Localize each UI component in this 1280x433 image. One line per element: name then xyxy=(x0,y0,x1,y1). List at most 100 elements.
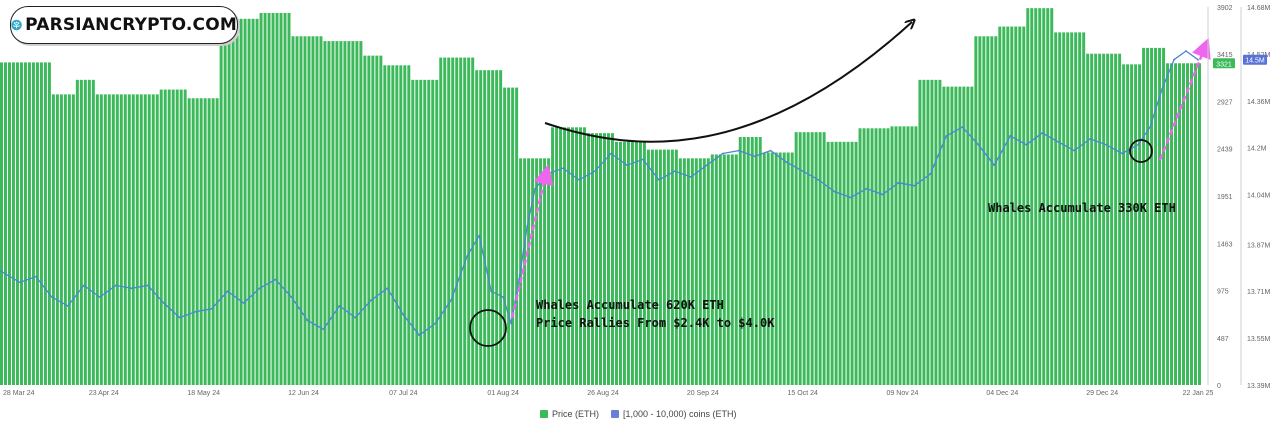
price-bar xyxy=(139,94,143,385)
price-bar xyxy=(962,86,966,385)
price-bar xyxy=(698,158,702,385)
price-bar xyxy=(379,55,383,385)
price-bar xyxy=(1082,32,1086,385)
price-bar xyxy=(79,79,83,385)
price-bar xyxy=(934,79,938,385)
price-bar xyxy=(527,158,531,385)
holdings-point xyxy=(83,284,85,287)
price-bar xyxy=(858,128,862,386)
price-bar xyxy=(1086,53,1090,385)
price-bar xyxy=(922,79,926,385)
holdings-point xyxy=(242,302,245,304)
price-bar xyxy=(391,65,395,385)
price-bar xyxy=(854,141,858,385)
price-bar xyxy=(179,89,183,385)
price-bar xyxy=(0,62,3,385)
price-bar xyxy=(263,13,267,385)
price-bar xyxy=(31,62,35,385)
price-bar xyxy=(1034,8,1038,385)
price-bar xyxy=(383,65,387,385)
accumulation-circle-2 xyxy=(1129,139,1153,163)
price-bar xyxy=(1094,53,1098,385)
price-bar xyxy=(107,94,111,385)
y-right-tick-label: 14.36M xyxy=(1247,99,1271,106)
holdings-point xyxy=(865,187,868,190)
price-bar xyxy=(547,158,551,385)
legend-item-holdings[interactable]: [1,000 - 10,000) coins (ETH) xyxy=(611,409,737,419)
price-bar xyxy=(543,158,547,385)
price-bar xyxy=(954,86,958,385)
price-bar xyxy=(1162,47,1166,385)
holdings-point xyxy=(322,328,325,331)
holdings-point xyxy=(354,316,357,319)
price-bar xyxy=(207,98,211,385)
price-bar xyxy=(355,41,359,385)
price-bar xyxy=(1194,63,1197,385)
price-bar xyxy=(1150,47,1154,385)
price-bar xyxy=(11,62,15,385)
axes: 0 487 975 1463 1951 2439 2927 3415 3902 13.39M 13.… xyxy=(3,5,1271,397)
y-right-tick-label: 13.87M xyxy=(1247,242,1271,249)
x-tick-label: 15 Oct 24 xyxy=(788,390,818,397)
price-bar xyxy=(155,94,159,385)
price-bar xyxy=(746,137,750,385)
y-left-tick-label: 0 xyxy=(1217,383,1221,390)
holdings-badge-label: 14.5M xyxy=(1245,58,1265,65)
price-bar xyxy=(950,86,954,385)
price-bar xyxy=(319,36,323,385)
price-bar xyxy=(295,36,299,385)
price-bar xyxy=(1074,32,1078,385)
price-bar xyxy=(407,65,411,385)
price-bar xyxy=(423,79,427,385)
price-bar xyxy=(23,62,27,385)
holdings-point xyxy=(817,179,820,181)
price-bar xyxy=(535,158,539,385)
price-bar xyxy=(231,18,235,385)
price-bar xyxy=(443,57,447,385)
price-bar xyxy=(850,141,854,385)
price-bar xyxy=(1190,63,1193,385)
price-badge xyxy=(1213,58,1235,69)
price-bar xyxy=(942,86,946,385)
y-left-tick-label: 1951 xyxy=(1217,194,1233,201)
y-right-tick-label: 14.68M xyxy=(1247,5,1271,12)
price-bar xyxy=(1186,63,1189,385)
price-bar xyxy=(47,62,51,385)
price-bar xyxy=(475,70,479,385)
legend-item-price[interactable]: Price (ETH) xyxy=(540,409,599,419)
price-bar xyxy=(982,36,986,385)
price-bar xyxy=(427,79,431,385)
price-bar xyxy=(143,94,147,385)
price-bar xyxy=(1154,47,1158,385)
price-bar xyxy=(926,79,930,385)
price-bar xyxy=(19,62,23,385)
price-bar xyxy=(838,141,842,385)
price-bar xyxy=(798,132,802,385)
price-bar xyxy=(1070,32,1074,385)
holdings-point xyxy=(1057,140,1060,143)
holdings-point xyxy=(594,170,596,173)
price-bar xyxy=(111,94,115,385)
price-bar xyxy=(806,132,810,385)
y-right-tick-label: 13.55M xyxy=(1247,336,1271,343)
legend: Price (ETH) [1,000 - 10,000) coins (ETH) xyxy=(540,409,737,419)
price-bar xyxy=(638,141,642,385)
holdings-point xyxy=(753,155,756,158)
y-left-tick-label: 975 xyxy=(1217,289,1229,296)
price-bar xyxy=(750,137,754,385)
price-bar xyxy=(866,128,870,386)
price-bar xyxy=(690,158,694,385)
price-bar xyxy=(351,41,355,385)
price-bar xyxy=(283,13,287,385)
price-bar xyxy=(455,57,459,385)
price-bar xyxy=(403,65,407,385)
holdings-point xyxy=(689,176,692,178)
price-bar xyxy=(790,152,794,385)
y-left-tick-label: 3902 xyxy=(1217,5,1233,12)
holdings-point xyxy=(1025,143,1028,146)
price-bar xyxy=(870,128,874,386)
y-right-tick-label: 14.2M xyxy=(1247,146,1267,153)
holdings-point xyxy=(386,287,389,290)
price-bar xyxy=(487,70,491,385)
price-bar xyxy=(39,62,43,385)
